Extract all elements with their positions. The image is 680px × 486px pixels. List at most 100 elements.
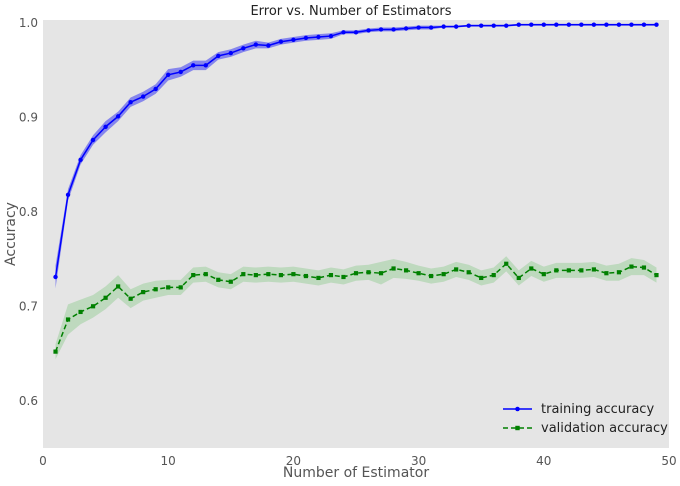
point-training	[115, 114, 121, 119]
point-training	[166, 72, 171, 77]
confidence-bands	[55, 23, 657, 360]
point-training	[466, 23, 471, 28]
x-axis: 0 10 20 30 40 50	[39, 454, 676, 468]
point-training	[416, 25, 421, 30]
point-training	[178, 69, 183, 75]
point-validation	[403, 268, 409, 273]
point-training	[491, 23, 496, 28]
y-axis-title: Accuracy	[3, 202, 19, 266]
point-training	[316, 34, 321, 40]
point-training	[278, 39, 284, 44]
point-training	[541, 22, 546, 27]
point-validation	[278, 272, 283, 278]
legend-label-training: training accuracy	[541, 402, 654, 417]
x-tick-label: 0	[39, 454, 47, 468]
point-validation	[216, 277, 221, 282]
point-training	[428, 25, 434, 30]
legend: training accuracy validation accuracy	[503, 402, 668, 436]
point-validation	[604, 271, 609, 276]
point-training	[203, 63, 208, 68]
point-training	[65, 192, 71, 197]
point-training	[191, 63, 196, 68]
point-validation	[116, 284, 121, 289]
x-tick-label: 50	[661, 454, 676, 468]
point-training	[391, 27, 396, 32]
point-training	[654, 22, 659, 27]
point-validation	[203, 272, 208, 277]
point-training	[128, 99, 133, 105]
y-tick-label: 0.7	[19, 299, 38, 313]
y-tick-label: 0.6	[19, 394, 38, 408]
point-training	[378, 27, 384, 32]
point-validation	[166, 285, 171, 290]
y-tick-label: 0.8	[19, 205, 38, 219]
point-validation	[654, 272, 659, 278]
point-validation	[641, 265, 647, 270]
point-validation	[328, 272, 334, 278]
point-training	[90, 137, 96, 143]
point-training	[328, 33, 334, 39]
plot-area	[43, 20, 669, 448]
point-validation	[141, 290, 146, 295]
point-validation	[416, 271, 421, 276]
point-validation	[566, 268, 571, 273]
point-validation	[303, 273, 309, 279]
point-training	[453, 24, 459, 29]
point-training	[341, 30, 346, 35]
point-training	[616, 22, 622, 27]
point-training	[529, 22, 534, 27]
point-validation	[529, 266, 534, 271]
point-validation	[253, 272, 258, 278]
point-validation	[504, 261, 509, 266]
point-validation	[579, 268, 584, 273]
point-validation	[629, 264, 634, 269]
point-training	[291, 37, 296, 43]
legend-label-validation: validation accuracy	[541, 421, 668, 436]
point-training	[479, 23, 484, 28]
y-tick-label: 1.0	[19, 16, 38, 30]
point-validation	[266, 272, 271, 277]
point-validation	[65, 317, 71, 322]
point-training	[153, 86, 158, 92]
x-tick-label: 30	[411, 454, 426, 468]
series-lines	[53, 22, 659, 354]
point-training	[266, 43, 271, 48]
point-training	[216, 53, 221, 59]
point-training	[78, 157, 83, 163]
point-validation	[616, 270, 622, 275]
point-training	[591, 22, 597, 27]
point-validation	[153, 287, 158, 292]
point-training	[641, 22, 647, 27]
point-training	[353, 30, 359, 35]
point-validation	[90, 304, 96, 309]
point-validation	[591, 267, 596, 272]
point-training	[53, 274, 58, 280]
point-validation	[466, 270, 471, 275]
x-tick-label: 40	[536, 454, 551, 468]
legend-marker-validation	[515, 425, 520, 431]
x-tick-label: 20	[286, 454, 301, 468]
point-training	[604, 22, 609, 27]
point-validation	[541, 272, 546, 277]
point-validation	[178, 285, 183, 290]
point-validation	[128, 296, 133, 301]
point-training	[441, 24, 446, 29]
point-validation	[454, 267, 459, 272]
point-validation	[53, 349, 58, 354]
point-training	[241, 46, 246, 51]
point-validation	[491, 272, 496, 278]
legend-entry-training: training accuracy	[503, 402, 654, 417]
point-validation	[441, 272, 446, 277]
point-training	[366, 28, 371, 33]
point-training	[253, 42, 259, 47]
point-validation	[479, 275, 484, 281]
point-validation	[366, 270, 371, 275]
point-validation	[78, 309, 83, 315]
point-validation	[516, 275, 521, 281]
chart-title: Error vs. Number of Estimators	[250, 4, 451, 19]
point-training	[579, 22, 584, 27]
point-validation	[241, 272, 246, 277]
point-validation	[341, 274, 346, 280]
legend-entry-validation: validation accuracy	[503, 421, 668, 436]
